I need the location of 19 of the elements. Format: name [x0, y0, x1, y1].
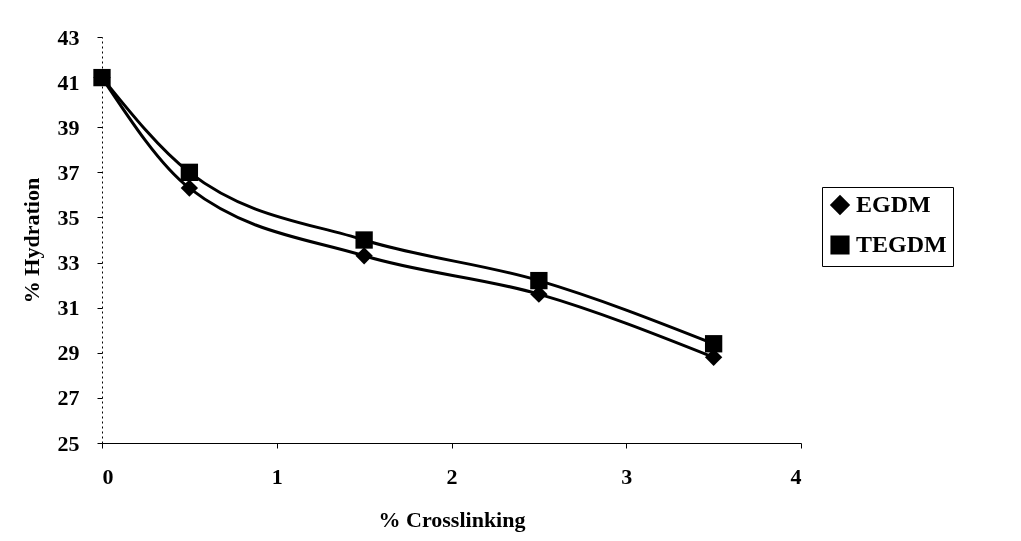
x-tick-label: 3 — [621, 463, 633, 489]
y-tick-label: 43 — [57, 24, 80, 50]
y-tick-label: 39 — [57, 114, 80, 140]
y-tick-label: 35 — [57, 204, 80, 230]
y-tick-label: 27 — [57, 385, 80, 411]
y-tick-label: 31 — [57, 295, 80, 321]
x-tick-label: 2 — [446, 463, 458, 489]
legend-label: TEGDM — [856, 231, 947, 257]
x-axis-title: % Crosslinking — [378, 506, 526, 532]
x-tick-label: 4 — [790, 463, 802, 489]
y-tick-label: 41 — [57, 69, 80, 95]
y-tick-label: 37 — [57, 159, 80, 185]
y-axis-title: % Hydration — [18, 177, 44, 304]
y-tick-label: 33 — [57, 250, 80, 276]
x-tick-label: 1 — [271, 463, 283, 489]
legend-label: EGDM — [856, 191, 931, 217]
x-tick-label: 0 — [102, 463, 114, 489]
y-tick-label: 29 — [57, 340, 80, 366]
y-tick-label: 25 — [57, 430, 80, 456]
